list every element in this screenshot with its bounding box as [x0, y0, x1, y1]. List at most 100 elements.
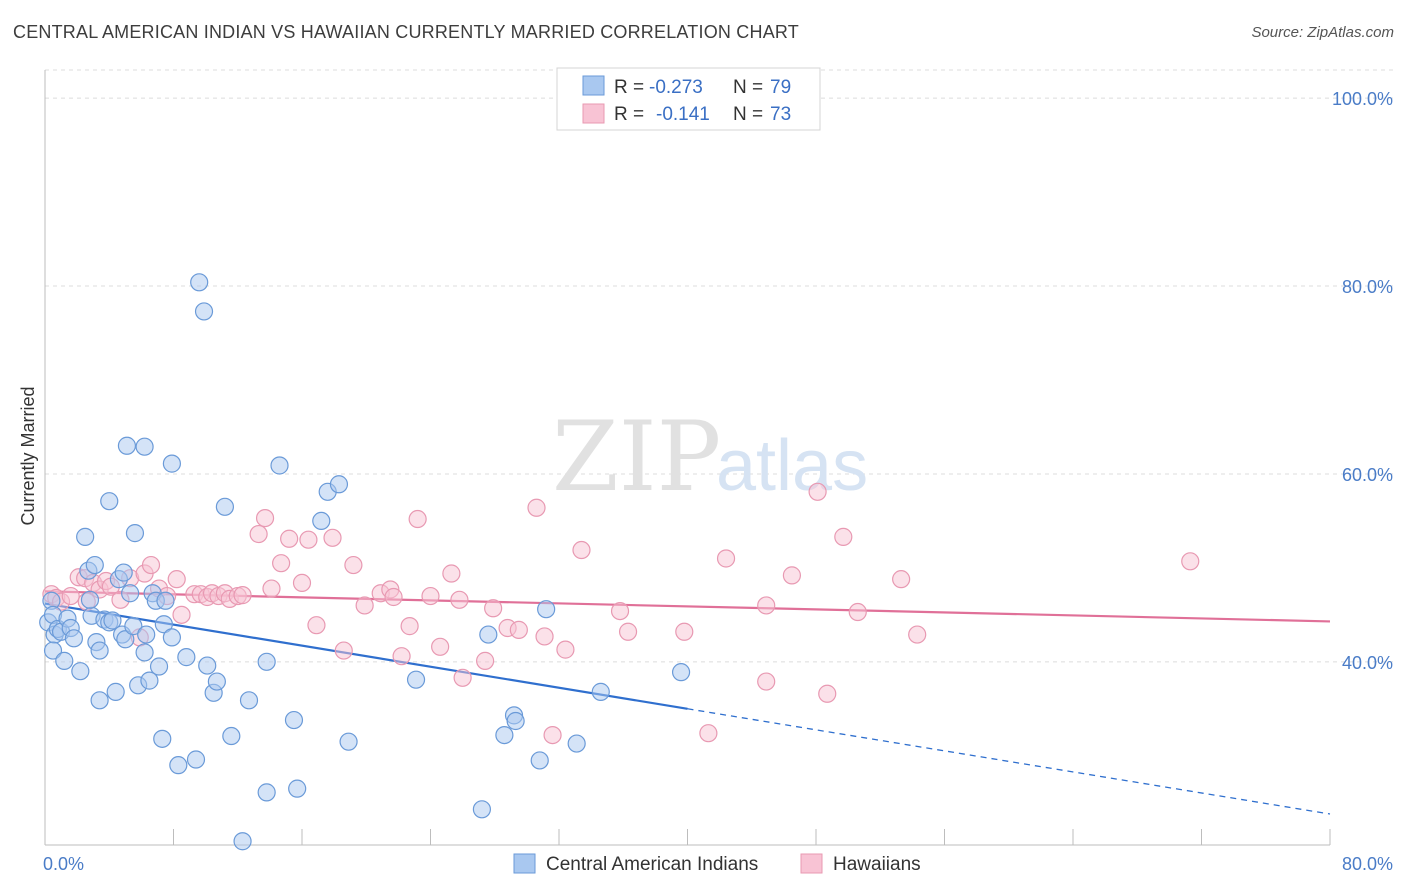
hawaiians-point [450, 590, 469, 609]
central-american-indians-point [257, 783, 276, 802]
central-american-indians-point [506, 711, 525, 731]
central-american-indians-point [114, 563, 133, 582]
central-american-indians-point [55, 651, 74, 670]
central-american-indians-point [257, 652, 276, 671]
central-american-indians-point [125, 524, 145, 543]
hawaiians-point [808, 482, 827, 501]
series-legend-swatch-pink [800, 853, 823, 874]
central-american-indians-point [85, 555, 104, 575]
hawaiians-point [141, 555, 161, 575]
central-american-indians-point [156, 591, 175, 610]
hawaiians-point [392, 647, 411, 666]
central-american-indians-points [39, 273, 691, 851]
hawaiians-point [834, 527, 853, 546]
grid [45, 69, 1395, 663]
central-american-indians-point [153, 729, 172, 748]
hawaiians-point [1181, 552, 1200, 571]
central-american-indians-point [162, 454, 181, 473]
hawaiians-point [527, 498, 546, 517]
central-american-indians-point [186, 750, 206, 769]
central-american-indians-point [154, 615, 173, 634]
central-american-indians-point [116, 630, 135, 649]
hawaiians-point [431, 637, 450, 656]
central-american-indians-point [239, 691, 259, 710]
central-american-indians-point [312, 511, 331, 531]
central-american-indians-point [198, 656, 217, 675]
central-american-indians-point [222, 726, 241, 746]
central-american-indians-point [140, 671, 159, 690]
hawaiians-point [272, 554, 291, 573]
central-american-indians-point [537, 600, 556, 619]
central-american-indians-point [137, 625, 156, 644]
central-american-indians-point [117, 436, 137, 455]
central-american-indians-point [472, 800, 491, 819]
legend-swatch-pink [582, 103, 605, 124]
legend-swatch-blue [582, 75, 605, 96]
central-american-indians-point [76, 527, 95, 546]
hawaiians-point [442, 564, 461, 583]
central-american-indians-point [406, 670, 426, 689]
hawaiians-point [292, 573, 312, 593]
hawaiians-point [818, 684, 837, 703]
central-american-indians-point [288, 779, 307, 798]
series-legend-label-pink: Hawaiians [833, 854, 921, 875]
central-american-indians-point [90, 691, 109, 710]
watermark-atlas: atlas [716, 426, 868, 506]
central-american-indians-point [124, 617, 143, 636]
central-american-indians-trend-dashed [687, 708, 1331, 815]
legend-n-value-blue: 79 [770, 77, 791, 98]
hawaiians-point [699, 724, 718, 743]
hawaiians-point [453, 668, 472, 687]
central-american-indians-point [135, 437, 154, 456]
hawaiians-point [61, 586, 80, 606]
hawaiians-point [782, 566, 802, 585]
hawaiians-point [355, 596, 374, 615]
central-american-indians-point [149, 657, 169, 676]
central-american-indians-point [43, 641, 63, 660]
hawaiians-point [323, 528, 342, 547]
central-american-indians-point [215, 497, 234, 516]
hawaiians-point [757, 672, 776, 691]
hawaiians-point [848, 602, 867, 622]
hawaiians-trendline [44, 590, 1331, 623]
central-american-indians-point [190, 273, 209, 292]
hawaiians-point [908, 625, 927, 644]
hawaiians-point [384, 587, 403, 607]
legend-r-value-blue: -0.273 [649, 77, 703, 98]
central-american-indians-point [162, 628, 181, 647]
central-american-indians-point [169, 756, 188, 775]
central-american-indians-trend-solid [44, 602, 688, 710]
hawaiians-point [509, 620, 528, 639]
hawaiians-point [233, 586, 252, 605]
central-american-indians-point [106, 682, 125, 701]
hawaiians-point [610, 601, 630, 621]
central-american-indians-point [567, 734, 586, 753]
x-tick-label-max: 80.0% [1342, 854, 1393, 874]
hawaiians-point [172, 605, 191, 624]
hawaiians-point [344, 555, 363, 575]
central-american-indians-point [495, 725, 514, 745]
hawaiians-point [249, 524, 268, 544]
legend-r-value-pink: -0.141 [656, 104, 710, 125]
source-label: Source: ZipAtlas.com [1251, 24, 1394, 41]
central-american-indians-point [135, 643, 154, 662]
central-american-indians-point [90, 641, 109, 660]
y-axis-label: Currently Married [18, 386, 38, 525]
chart-title: CENTRAL AMERICAN INDIAN VS HAWAIIAN CURR… [13, 22, 799, 42]
hawaiians-point [421, 586, 440, 606]
axes [44, 70, 1331, 846]
y-tick-label: 100.0% [1332, 89, 1393, 109]
central-american-indians-point [100, 492, 119, 511]
y-tick-label: 40.0% [1342, 653, 1393, 673]
central-american-indians-point [71, 662, 90, 681]
hawaiians-point [280, 529, 299, 548]
y-tick-label: 80.0% [1342, 277, 1393, 297]
central-american-indians-point [284, 710, 304, 730]
hawaiians-point [757, 596, 776, 615]
central-american-indians-point [591, 682, 610, 701]
hawaiians-point [307, 616, 326, 635]
hawaiians-point [618, 622, 638, 641]
central-american-indians-point [103, 611, 122, 630]
central-american-indians-point [479, 625, 498, 644]
